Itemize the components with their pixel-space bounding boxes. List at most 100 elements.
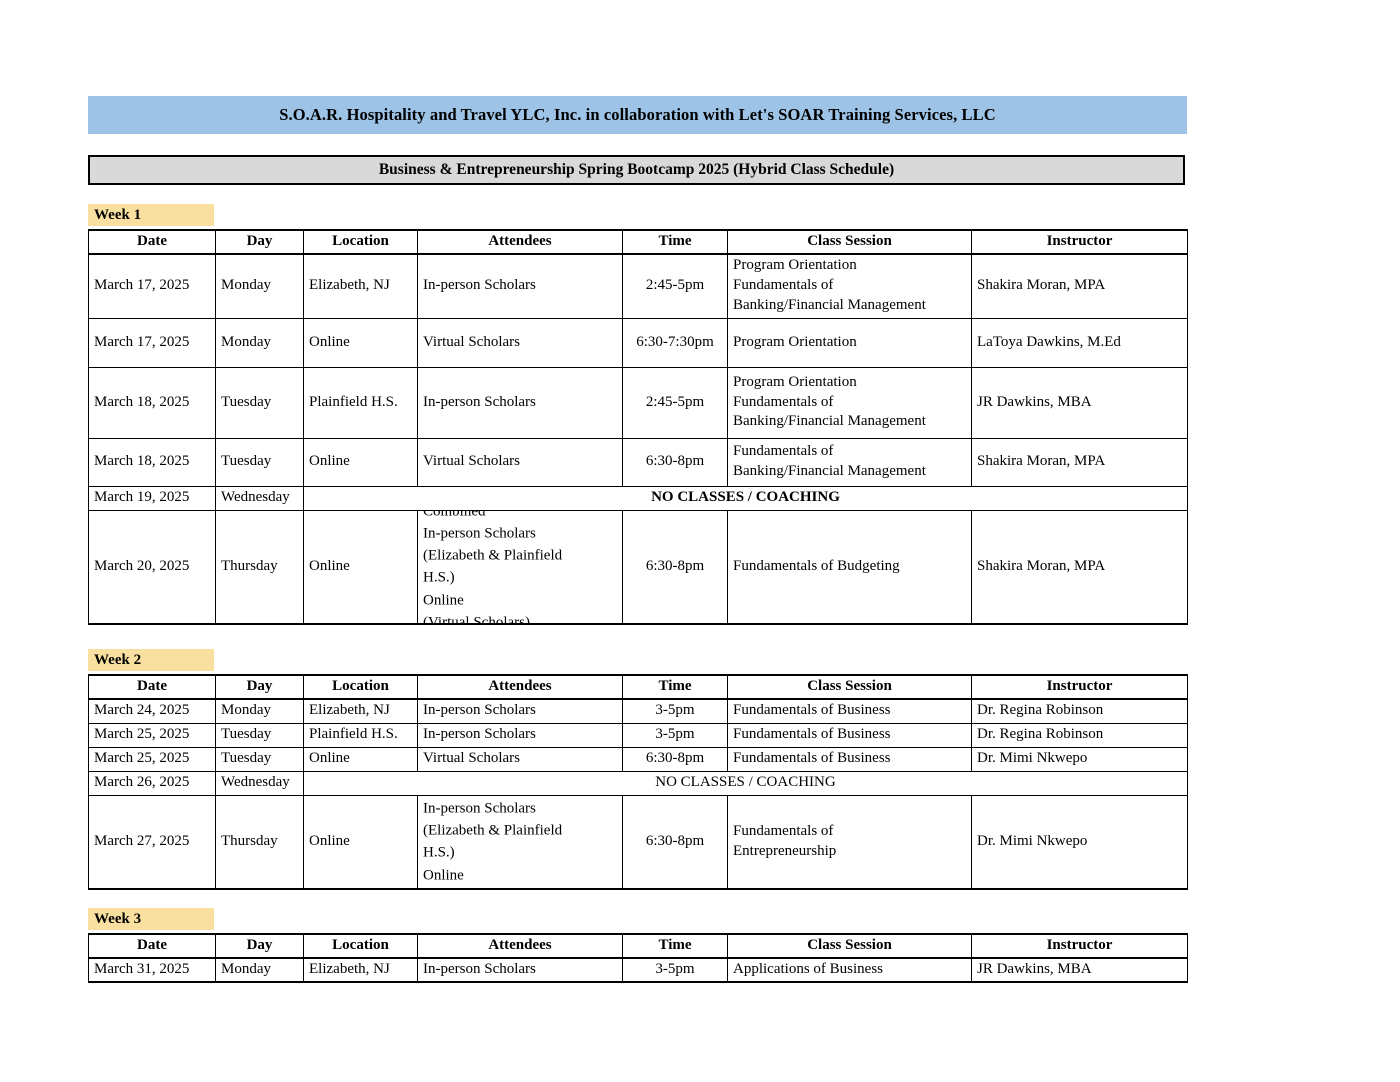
cell-location: Elizabeth, NJ xyxy=(303,698,418,724)
table-header-row: Date Day Location Attendees Time Class Sessio… xyxy=(88,229,1188,255)
cell-instructor: Dr. Regina Robinson xyxy=(971,698,1188,724)
table-row: March 25, 2025 Tuesday Online Virtual Schol… xyxy=(88,746,1188,772)
cell-time: 6:30-8pm xyxy=(622,437,728,487)
column-header-attendees: Attendees xyxy=(417,674,623,700)
cell-class-session: Fundamentals of Banking/Financial Manage… xyxy=(727,437,972,487)
column-header-class-session: Class Session xyxy=(727,229,972,255)
cell-location: Plainfield H.S. xyxy=(303,722,418,748)
cell-attendees: Combined In-person Scholars (Elizabeth &… xyxy=(417,509,623,625)
column-header-time: Time xyxy=(622,674,728,700)
cell-attendees: In-person Scholars xyxy=(417,366,623,439)
cell-instructor: Shakira Moran, MPA xyxy=(971,509,1188,625)
cell-date: March 26, 2025 xyxy=(88,770,216,796)
table-row: March 19, 2025 Wednesday NO CLASSES / COAC… xyxy=(88,485,1188,511)
cell-instructor: Dr. Mimi Nkwepo xyxy=(971,746,1188,772)
cell-date: March 31, 2025 xyxy=(88,957,216,983)
column-header-instructor: Instructor xyxy=(971,674,1188,700)
table-row: March 17, 2025 Monday Online Virtual Schola… xyxy=(88,317,1188,368)
week-label: Week 3 xyxy=(88,908,214,930)
cell-class-session: Program Orientation Fundamentals of Bank… xyxy=(727,366,972,439)
cell-day: Thursday xyxy=(215,509,304,625)
cell-date: March 20, 2025 xyxy=(88,509,216,625)
cell-class-session: Fundamentals of Entrepreneurship xyxy=(727,794,972,890)
cell-day: Tuesday xyxy=(215,366,304,439)
cell-time: 6:30-8pm xyxy=(622,794,728,890)
cell-class-session: Applications of Business xyxy=(727,957,972,983)
cell-day: Monday xyxy=(215,253,304,319)
cell-location: Plainfield H.S. xyxy=(303,366,418,439)
cell-instructor: Dr. Regina Robinson xyxy=(971,722,1188,748)
cell-class-session: Fundamentals of Budgeting xyxy=(727,509,972,625)
cell-date: March 17, 2025 xyxy=(88,253,216,319)
subtitle-banner: Business & Entrepreneurship Spring Bootc… xyxy=(88,155,1185,185)
cell-instructor: JR Dawkins, MBA xyxy=(971,366,1188,439)
column-header-instructor: Instructor xyxy=(971,229,1188,255)
cell-day: Monday xyxy=(215,317,304,368)
cell-attendees: In-person Scholars xyxy=(417,722,623,748)
table-row: March 20, 2025 Thursday Online Combined In-… xyxy=(88,509,1188,625)
column-header-day: Day xyxy=(215,933,304,959)
column-header-class-session: Class Session xyxy=(727,674,972,700)
cell-day: Tuesday xyxy=(215,722,304,748)
cell-time: 3-5pm xyxy=(622,698,728,724)
table-row: March 25, 2025 Tuesday Plainfield H.S. In-p… xyxy=(88,722,1188,748)
cell-location: Online xyxy=(303,746,418,772)
cell-attendees: Combined In-person Scholars (Elizabeth &… xyxy=(417,794,623,890)
cell-attendees-text: Combined In-person Scholars (Elizabeth &… xyxy=(423,510,563,624)
cell-location: Online xyxy=(303,317,418,368)
cell-attendees: Virtual Scholars xyxy=(417,437,623,487)
column-header-location: Location xyxy=(303,229,418,255)
cell-date: March 19, 2025 xyxy=(88,485,216,511)
week-label: Week 1 xyxy=(88,204,214,226)
cell-day: Wednesday xyxy=(215,485,304,511)
week-label: Week 2 xyxy=(88,649,214,671)
cell-attendees: In-person Scholars xyxy=(417,698,623,724)
table-header-row: Date Day Location Attendees Time Class Sessio… xyxy=(88,933,1188,959)
cell-class-session: Program Orientation xyxy=(727,317,972,368)
cell-class-session: Fundamentals of Business xyxy=(727,698,972,724)
schedule-table: Date Day Location Attendees Time Class Sessio… xyxy=(88,933,1188,983)
cell-attendees: In-person Scholars xyxy=(417,957,623,983)
column-header-date: Date xyxy=(88,933,216,959)
organization-banner: S.O.A.R. Hospitality and Travel YLC, Inc… xyxy=(88,96,1187,134)
column-header-date: Date xyxy=(88,674,216,700)
cell-day: Wednesday xyxy=(215,770,304,796)
cell-date: March 25, 2025 xyxy=(88,722,216,748)
cell-attendees: In-person Scholars xyxy=(417,253,623,319)
cell-day: Thursday xyxy=(215,794,304,890)
column-header-class-session: Class Session xyxy=(727,933,972,959)
cell-date: March 17, 2025 xyxy=(88,317,216,368)
table-row: March 18, 2025 Tuesday Online Virtual Schol… xyxy=(88,437,1188,487)
cell-no-classes-note: NO CLASSES / COACHING xyxy=(303,485,1188,511)
cell-day: Tuesday xyxy=(215,746,304,772)
cell-attendees: Virtual Scholars xyxy=(417,746,623,772)
cell-attendees: Virtual Scholars xyxy=(417,317,623,368)
table-row: March 31, 2025 Monday Elizabeth, NJ In-pers… xyxy=(88,957,1188,983)
column-header-time: Time xyxy=(622,933,728,959)
column-header-attendees: Attendees xyxy=(417,229,623,255)
cell-instructor: Dr. Mimi Nkwepo xyxy=(971,794,1188,890)
cell-day: Monday xyxy=(215,698,304,724)
cell-location: Online xyxy=(303,437,418,487)
cell-class-session: Program Orientation Fundamentals of Bank… xyxy=(727,253,972,319)
cell-no-classes-note: NO CLASSES / COACHING xyxy=(303,770,1188,796)
cell-time: 6:30-8pm xyxy=(622,746,728,772)
cell-date: March 18, 2025 xyxy=(88,366,216,439)
cell-location: Online xyxy=(303,509,418,625)
table-header-row: Date Day Location Attendees Time Class Sessio… xyxy=(88,674,1188,700)
column-header-location: Location xyxy=(303,674,418,700)
schedule-table: Date Day Location Attendees Time Class Sessio… xyxy=(88,674,1188,890)
cell-time: 3-5pm xyxy=(622,957,728,983)
cell-day: Monday xyxy=(215,957,304,983)
cell-date: March 24, 2025 xyxy=(88,698,216,724)
cell-instructor: LaToya Dawkins, M.Ed xyxy=(971,317,1188,368)
subtitle-banner-text: Business & Entrepreneurship Spring Bootc… xyxy=(378,161,895,178)
cell-instructor: Shakira Moran, MPA xyxy=(971,437,1188,487)
cell-date: March 25, 2025 xyxy=(88,746,216,772)
column-header-attendees: Attendees xyxy=(417,933,623,959)
column-header-location: Location xyxy=(303,933,418,959)
cell-date: March 18, 2025 xyxy=(88,437,216,487)
cell-location: Elizabeth, NJ xyxy=(303,957,418,983)
